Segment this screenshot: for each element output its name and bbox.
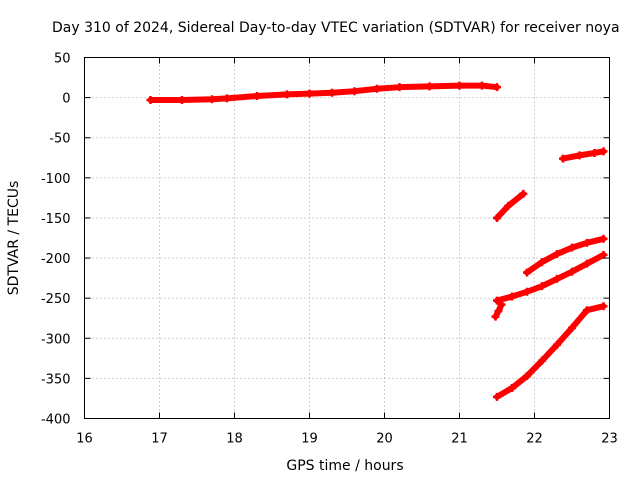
chart-title: Day 310 of 2024, Sidereal Day-to-day VTE… [52, 20, 620, 36]
data-point [504, 201, 513, 210]
grid [84, 57, 610, 419]
y-tick-label: 0 [62, 92, 70, 107]
x-tick-label: 18 [226, 432, 243, 447]
y-tick-label: -200 [41, 252, 71, 267]
data-point [599, 147, 608, 156]
data-point [599, 234, 608, 243]
data-point [493, 296, 501, 305]
data-point [538, 282, 546, 291]
x-axis-label: GPS time / hours [286, 458, 403, 474]
data-point [583, 238, 591, 247]
data-point [508, 292, 516, 301]
data-point [590, 148, 599, 157]
x-tick-label: 21 [451, 432, 468, 447]
y-tick-label: -300 [41, 332, 71, 347]
data-point [508, 384, 516, 393]
x-tick-label: 19 [301, 432, 318, 447]
data-point [568, 243, 576, 252]
x-tick-label: 22 [526, 432, 543, 447]
series-1-line [560, 148, 607, 162]
data-point [523, 287, 531, 296]
data-point [583, 259, 591, 268]
data-point [538, 356, 546, 365]
plot-frame [84, 57, 610, 419]
data-point [208, 95, 216, 104]
data-point [497, 300, 506, 309]
data-point [178, 96, 186, 105]
data-point [519, 189, 528, 198]
data-series [146, 81, 608, 401]
data-point [559, 154, 567, 163]
series-6-line [494, 303, 607, 400]
data-point [305, 89, 314, 98]
y-tick-label: -400 [41, 413, 71, 428]
y-tick-label: 50 [54, 52, 71, 67]
data-point [523, 371, 531, 380]
data-point [553, 250, 561, 259]
data-point [283, 90, 291, 99]
data-point [425, 82, 434, 91]
axis-ticks: 16 17 18 19 20 21 22 23 50 0 -50 -100 -150 -200 -250 -3… [41, 52, 618, 447]
data-point [478, 81, 486, 90]
data-point [538, 258, 546, 267]
y-tick-label: -100 [41, 172, 71, 187]
data-point [223, 94, 231, 103]
y-tick-label: -150 [41, 212, 71, 227]
data-point [553, 340, 561, 349]
data-point [553, 274, 561, 283]
y-tick-label: -50 [49, 132, 70, 147]
x-tick-label: 17 [151, 432, 168, 447]
data-point [599, 250, 608, 259]
data-point [493, 83, 501, 92]
data-point [494, 307, 503, 316]
data-point [373, 84, 381, 93]
data-point [455, 81, 464, 90]
data-point [575, 151, 584, 160]
data-point [568, 267, 576, 276]
series-3-line [524, 235, 607, 276]
data-point [491, 312, 500, 321]
data-point [523, 268, 531, 277]
data-point [350, 87, 359, 96]
data-point [253, 92, 261, 101]
x-tick-label: 23 [601, 432, 618, 447]
data-point [395, 83, 404, 92]
x-tick-label: 16 [76, 432, 93, 447]
data-point [493, 392, 501, 401]
data-point [328, 88, 336, 97]
y-tick-label: -350 [41, 372, 71, 387]
data-point [568, 323, 576, 332]
data-point [599, 302, 608, 311]
y-tick-label: -250 [41, 292, 71, 307]
data-point [583, 306, 591, 315]
y-axis-label: SDTVAR / TECUs [6, 181, 22, 296]
x-tick-label: 20 [376, 432, 393, 447]
data-point [493, 213, 501, 222]
data-point [146, 96, 155, 105]
